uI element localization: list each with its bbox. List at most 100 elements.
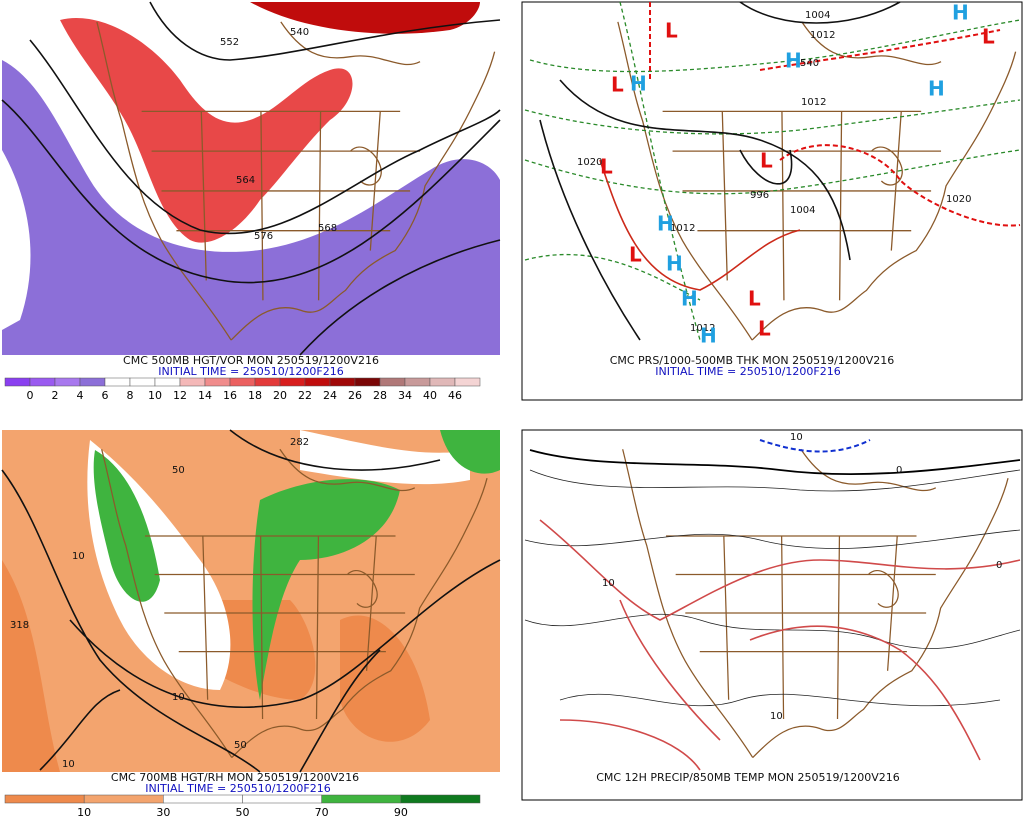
colorbar: 10 30 50 70 90 <box>4 794 481 819</box>
contour-label: 996 <box>750 190 769 201</box>
contour-label: 318 <box>10 620 29 631</box>
colorbar-label: 46 <box>448 389 462 402</box>
thickness-contour <box>599 159 801 291</box>
colorbar-swatch <box>321 794 402 804</box>
colorbar-swatch <box>304 377 331 387</box>
colorbar-label: 18 <box>248 389 262 402</box>
colorbar-swatch <box>129 377 156 387</box>
vorticity-area <box>250 2 480 34</box>
low-marker: L <box>665 19 678 43</box>
thickness-540 <box>649 2 1021 227</box>
colorbar-swatch <box>329 377 356 387</box>
thickness-contour <box>524 1 1021 341</box>
contour-label: 0 <box>896 465 902 476</box>
contour-label: 1004 <box>790 205 815 216</box>
low-marker: L <box>748 287 761 311</box>
colorbar-label: 90 <box>394 806 408 819</box>
high-marker: H <box>630 72 647 96</box>
colorbar-label: 22 <box>298 389 312 402</box>
colorbar-label: 6 <box>102 389 109 402</box>
caption: CMC PRS/1000-500MB THK MON 250519/1200V2… <box>610 354 895 367</box>
colorbar-swatch <box>79 377 106 387</box>
panel-700mb: 282 50 318 10 50 10 10 CMC 700MB HGT/RH … <box>1 429 501 819</box>
high-marker: H <box>657 212 674 236</box>
low-marker: L <box>760 149 773 173</box>
vorticity-area <box>2 60 500 355</box>
contour-label: 552 <box>220 37 239 48</box>
colorbar-swatch <box>242 794 322 804</box>
colorbar-swatch <box>400 794 481 804</box>
colorbar-label: 2 <box>52 389 59 402</box>
colorbar-label: 0 <box>27 389 34 402</box>
colorbar-label: 20 <box>273 389 287 402</box>
low-marker: L <box>758 317 771 341</box>
contour-label: 1020 <box>577 157 602 168</box>
colorbar-label: 16 <box>223 389 237 402</box>
contour-label: 0 <box>996 560 1002 571</box>
contour-label: 10 <box>172 692 185 703</box>
colorbar-swatch <box>4 377 31 387</box>
caption: CMC 700MB HGT/RH MON 250519/1200V216 <box>111 771 359 784</box>
high-marker: H <box>666 252 683 276</box>
temperature-contour <box>759 439 871 453</box>
contour-label: 10 <box>770 711 783 722</box>
contour-label: 564 <box>236 175 255 186</box>
colorbar-label: 34 <box>398 389 412 402</box>
temperature-contour <box>539 519 1021 771</box>
colorbar-swatch <box>254 377 281 387</box>
low-marker: L <box>629 243 642 267</box>
contour-label: 540 <box>290 27 309 38</box>
colorbar-swatch <box>429 377 456 387</box>
high-marker: H <box>928 77 945 101</box>
colorbar-swatch <box>454 377 481 387</box>
colorbar-swatch <box>379 377 406 387</box>
colorbar-swatch <box>179 377 206 387</box>
colorbar-swatch <box>4 794 85 804</box>
low-marker: L <box>611 73 624 97</box>
colorbar-label: 14 <box>198 389 212 402</box>
contour-label: 576 <box>254 231 273 242</box>
colorbar-swatch <box>404 377 431 387</box>
contour-label: 1012 <box>690 323 715 334</box>
colorbar-label: 40 <box>423 389 437 402</box>
contour-label: 1012 <box>810 30 835 41</box>
vorticity-area <box>2 150 31 330</box>
high-marker: H <box>952 1 969 25</box>
humidity-area <box>93 430 500 700</box>
colorbar-swatch <box>29 377 56 387</box>
colorbar-swatch <box>83 794 164 804</box>
colorbar-swatch <box>154 377 181 387</box>
contour-label: 10 <box>790 432 803 443</box>
contour-label: 540 <box>800 58 819 69</box>
contour-label: 10 <box>72 551 85 562</box>
contour-label: 10 <box>602 578 615 589</box>
contour-label: 10 <box>62 759 75 770</box>
contour-label: 1020 <box>946 194 971 205</box>
colorbar-label: 30 <box>156 806 170 819</box>
colorbar: 0 2 4 6 8 10 12 14 16 18 20 22 24 26 28 34 40 46 <box>4 377 481 402</box>
contour-label: 282 <box>290 437 309 448</box>
colorbar-label: 12 <box>173 389 187 402</box>
initial-time: INITIAL TIME = 250510/1200F216 <box>655 365 840 378</box>
low-marker: L <box>982 25 995 49</box>
colorbar-swatch <box>354 377 381 387</box>
contour-label: 1012 <box>801 97 826 108</box>
colorbar-label: 8 <box>127 389 134 402</box>
colorbar-swatch <box>104 377 131 387</box>
humidity-area <box>87 430 470 690</box>
panel-precip: 10 0 10 10 0 CMC 12H PRECIP/850MB TEMP M… <box>521 429 1023 801</box>
colorbar-swatch <box>54 377 81 387</box>
contour-label: 568 <box>318 223 337 234</box>
vorticity-area <box>60 18 353 243</box>
colorbar-label: 10 <box>77 806 91 819</box>
isobar <box>539 1 901 341</box>
temperature-contour <box>529 449 1021 476</box>
colorbar-label: 24 <box>323 389 337 402</box>
low-marker: L <box>600 155 613 179</box>
initial-time: INITIAL TIME = 250510/1200F216 <box>145 782 330 795</box>
caption: CMC 12H PRECIP/850MB TEMP MON 250519/120… <box>596 771 900 784</box>
high-marker: H <box>785 49 802 73</box>
contour-label: 1004 <box>805 10 830 21</box>
colorbar-label: 70 <box>315 806 329 819</box>
high-marker: H <box>700 324 717 348</box>
